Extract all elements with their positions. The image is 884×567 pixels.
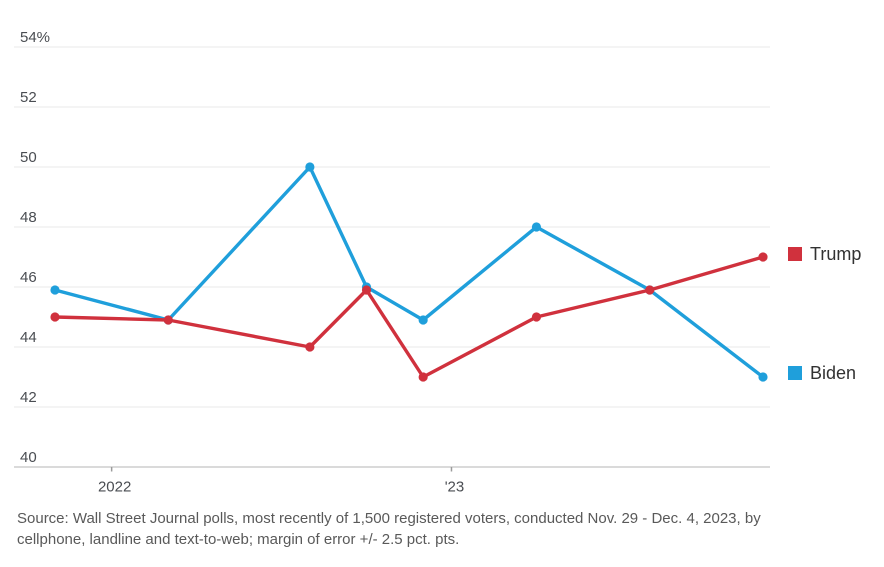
trump-point [305, 342, 315, 352]
biden-point [305, 162, 315, 172]
trump-point [758, 252, 768, 262]
y-axis-label: 44 [20, 329, 37, 346]
source-note-line1: Source: Wall Street Journal polls, most … [17, 510, 761, 527]
trump-point [531, 312, 542, 322]
y-axis-label: 40 [20, 449, 37, 466]
biden-point [418, 315, 428, 325]
source-note-line2: cellphone, landline and text-to-web; mar… [17, 531, 460, 548]
y-axis-label: 52 [20, 89, 37, 106]
trump-point [50, 312, 60, 322]
biden-line [53, 165, 765, 379]
trump-point [361, 285, 372, 295]
biden-point [531, 222, 542, 232]
y-axis-label: 48 [20, 209, 37, 226]
trump-point [163, 315, 173, 325]
trump-line [53, 255, 765, 379]
trump-point [418, 372, 428, 382]
x-axis-label: '23 [445, 479, 465, 496]
source-note: Source: Wall Street Journal polls, most … [17, 508, 857, 550]
y-axis-label: 50 [20, 149, 37, 166]
x-axis-label: 2022 [98, 479, 131, 496]
biden-point [758, 372, 768, 382]
y-axis-label: 42 [20, 389, 37, 406]
y-axis-label: 46 [20, 269, 37, 286]
biden-point [50, 285, 60, 295]
poll-chart-svg: 54% 52 50 48 46 44 42 40 2022 '23 [14, 29, 770, 496]
trump-point [645, 285, 655, 295]
y-axis-label: 54% [20, 29, 50, 46]
